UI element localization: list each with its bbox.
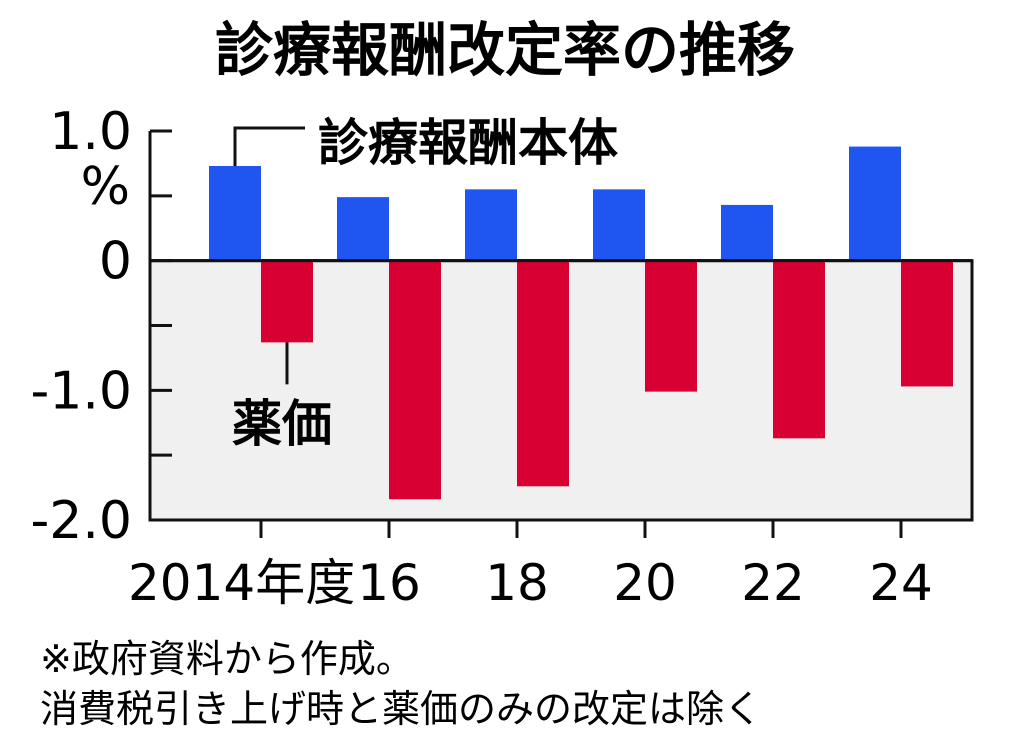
y-tick-label-4: -1.0	[31, 361, 132, 421]
y-tick-label-0: 1.0	[49, 102, 132, 162]
bar-main-3	[593, 189, 645, 261]
x-tick-label-5: 24	[869, 554, 933, 612]
bar-main-5	[849, 146, 901, 261]
bar-main-2	[465, 189, 517, 261]
bar-drug-5	[901, 260, 953, 387]
note-line-1: ※政府資料から作成。	[40, 637, 414, 681]
bar-drug-0	[261, 260, 313, 343]
note-line-2: 消費税引き上げ時と薬価のみの改定は除く	[40, 687, 762, 731]
chart-title: 診療報酬改定率の推移	[215, 16, 795, 84]
series-label-drug: 薬価	[232, 395, 332, 453]
x-tick-label-4: 22	[741, 554, 805, 612]
series-label-main: 診療報酬本体	[318, 114, 618, 172]
bar-drug-1	[389, 260, 441, 500]
x-tick-label-3: 20	[613, 554, 677, 612]
y-unit-label: %	[81, 157, 130, 217]
y-tick-label-2: 0	[99, 232, 132, 292]
bar-drug-3	[645, 260, 697, 392]
callout-line-main	[233, 126, 305, 167]
bar-main-4	[721, 204, 773, 261]
bar-main-0	[209, 166, 261, 261]
x-tick-label-1: 16	[357, 554, 421, 612]
y-tick-label-6: -2.0	[31, 491, 132, 551]
x-tick-label-2: 18	[485, 554, 549, 612]
bar-main-1	[337, 197, 389, 261]
x-tick-label-0: 2014年度	[128, 554, 355, 612]
bar-drug-4	[773, 260, 825, 439]
bar-drug-2	[517, 260, 569, 487]
